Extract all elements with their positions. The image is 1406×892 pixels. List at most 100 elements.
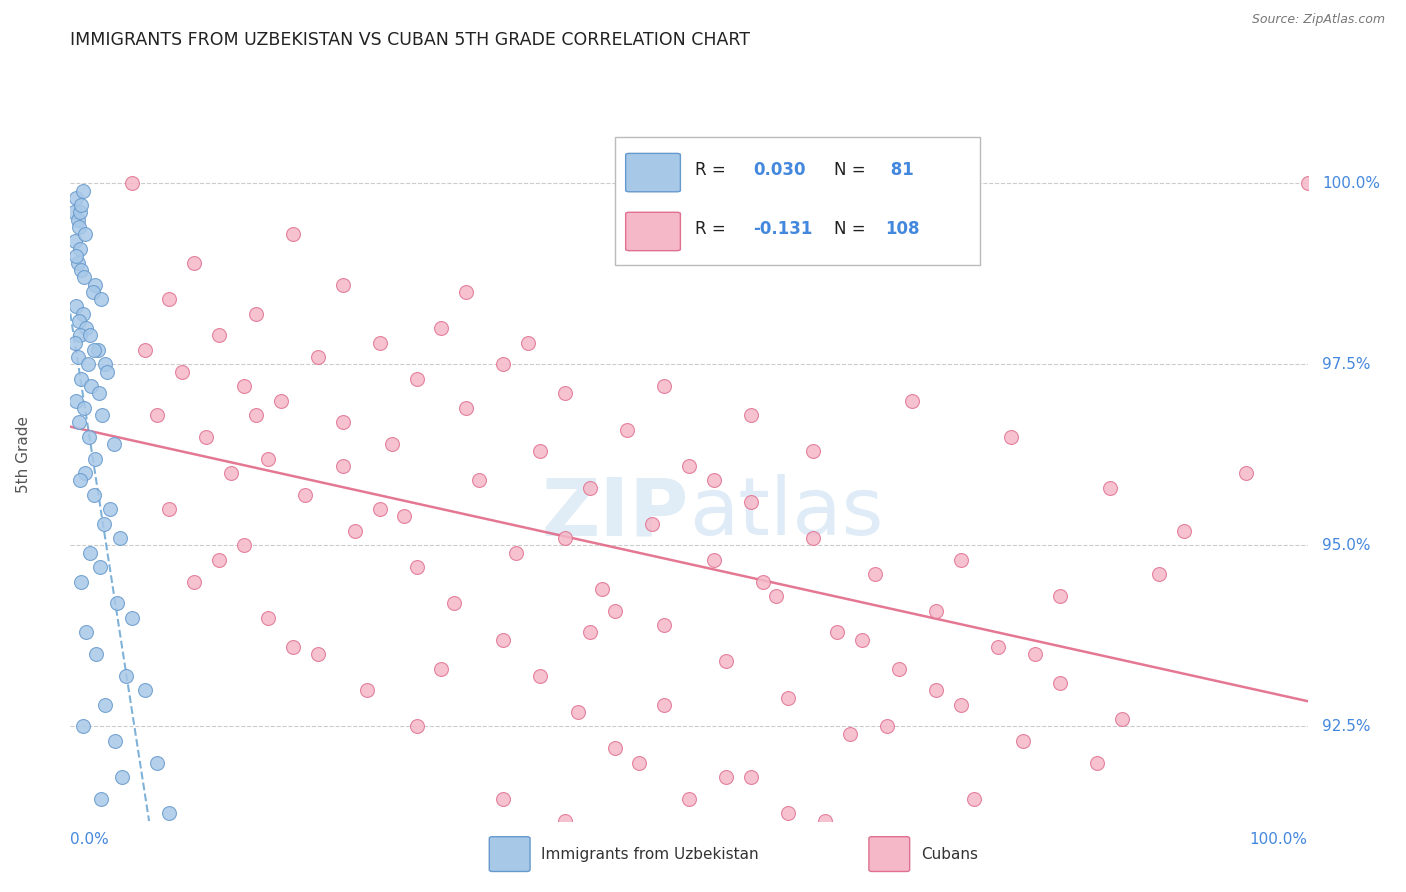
Point <box>94 698 117 712</box>
Text: -0.131: -0.131 <box>754 220 813 238</box>
Point <box>456 285 478 299</box>
Point <box>405 560 427 574</box>
Point <box>405 719 427 733</box>
Point <box>104 734 127 748</box>
Point <box>616 423 638 437</box>
Point <box>208 553 231 567</box>
Point <box>740 495 762 509</box>
Point <box>76 358 98 372</box>
Point <box>79 328 101 343</box>
Point <box>77 430 100 444</box>
Text: Immigrants from Uzbekistan: Immigrants from Uzbekistan <box>541 847 759 862</box>
Point <box>801 444 824 458</box>
Point <box>838 727 860 741</box>
Point <box>703 473 725 487</box>
Point <box>70 198 93 212</box>
Point <box>96 365 118 379</box>
Point <box>641 516 664 531</box>
Point <box>69 328 91 343</box>
Point <box>467 473 489 487</box>
Point <box>307 350 329 364</box>
Point <box>70 372 93 386</box>
Point <box>170 886 193 892</box>
Point <box>405 372 427 386</box>
Point <box>82 285 104 299</box>
FancyBboxPatch shape <box>614 136 980 265</box>
Point <box>950 698 973 712</box>
Point <box>1024 647 1046 661</box>
Point <box>579 625 602 640</box>
Point <box>257 611 280 625</box>
Point <box>925 604 948 618</box>
Point <box>121 177 143 191</box>
Point <box>72 307 94 321</box>
Text: 97.5%: 97.5% <box>1323 357 1371 372</box>
Point <box>1234 466 1257 480</box>
Point <box>65 335 87 350</box>
Point <box>67 219 90 234</box>
Point <box>567 705 589 719</box>
Point <box>115 669 138 683</box>
Point <box>827 625 849 640</box>
Point <box>343 524 366 538</box>
Point <box>75 227 97 241</box>
Point <box>505 546 527 560</box>
Point <box>579 481 602 495</box>
Point <box>752 574 775 589</box>
Point <box>90 792 112 806</box>
Point <box>1000 430 1022 444</box>
Point <box>889 662 911 676</box>
Point <box>962 792 984 806</box>
Point <box>950 553 973 567</box>
Point <box>66 256 89 270</box>
Point <box>270 393 292 408</box>
Point <box>70 263 93 277</box>
Point <box>987 640 1010 654</box>
Point <box>554 814 576 828</box>
Text: 0.0%: 0.0% <box>70 831 110 847</box>
Text: 92.5%: 92.5% <box>1323 719 1371 734</box>
Point <box>245 408 267 422</box>
Point <box>108 531 131 545</box>
Point <box>157 806 180 821</box>
Point <box>245 307 267 321</box>
Point <box>1098 481 1121 495</box>
Point <box>69 242 91 256</box>
Point <box>900 393 922 408</box>
Point <box>765 589 787 603</box>
Point <box>98 502 121 516</box>
Point <box>84 277 107 292</box>
Point <box>652 379 675 393</box>
Point <box>65 393 87 408</box>
Point <box>73 270 96 285</box>
Point <box>83 488 105 502</box>
Point <box>1111 712 1133 726</box>
Point <box>208 328 231 343</box>
Point <box>80 379 103 393</box>
Point <box>93 516 115 531</box>
Point <box>1173 524 1195 538</box>
Point <box>925 683 948 698</box>
Point <box>703 553 725 567</box>
Point <box>157 292 180 306</box>
Point <box>394 509 416 524</box>
Point <box>381 437 404 451</box>
Point <box>603 604 626 618</box>
Point <box>84 647 107 661</box>
Point <box>75 466 97 480</box>
Point <box>86 343 108 357</box>
Text: 5th Grade: 5th Grade <box>15 417 31 493</box>
Point <box>75 321 97 335</box>
Point <box>801 531 824 545</box>
Point <box>96 842 118 856</box>
Text: 108: 108 <box>884 220 920 238</box>
Point <box>307 647 329 661</box>
Point <box>65 300 87 314</box>
Text: ZIP: ZIP <box>541 475 689 552</box>
Point <box>814 814 837 828</box>
Point <box>554 386 576 401</box>
Point <box>232 538 254 552</box>
Point <box>89 560 111 574</box>
Point <box>67 415 90 429</box>
Point <box>430 321 453 335</box>
